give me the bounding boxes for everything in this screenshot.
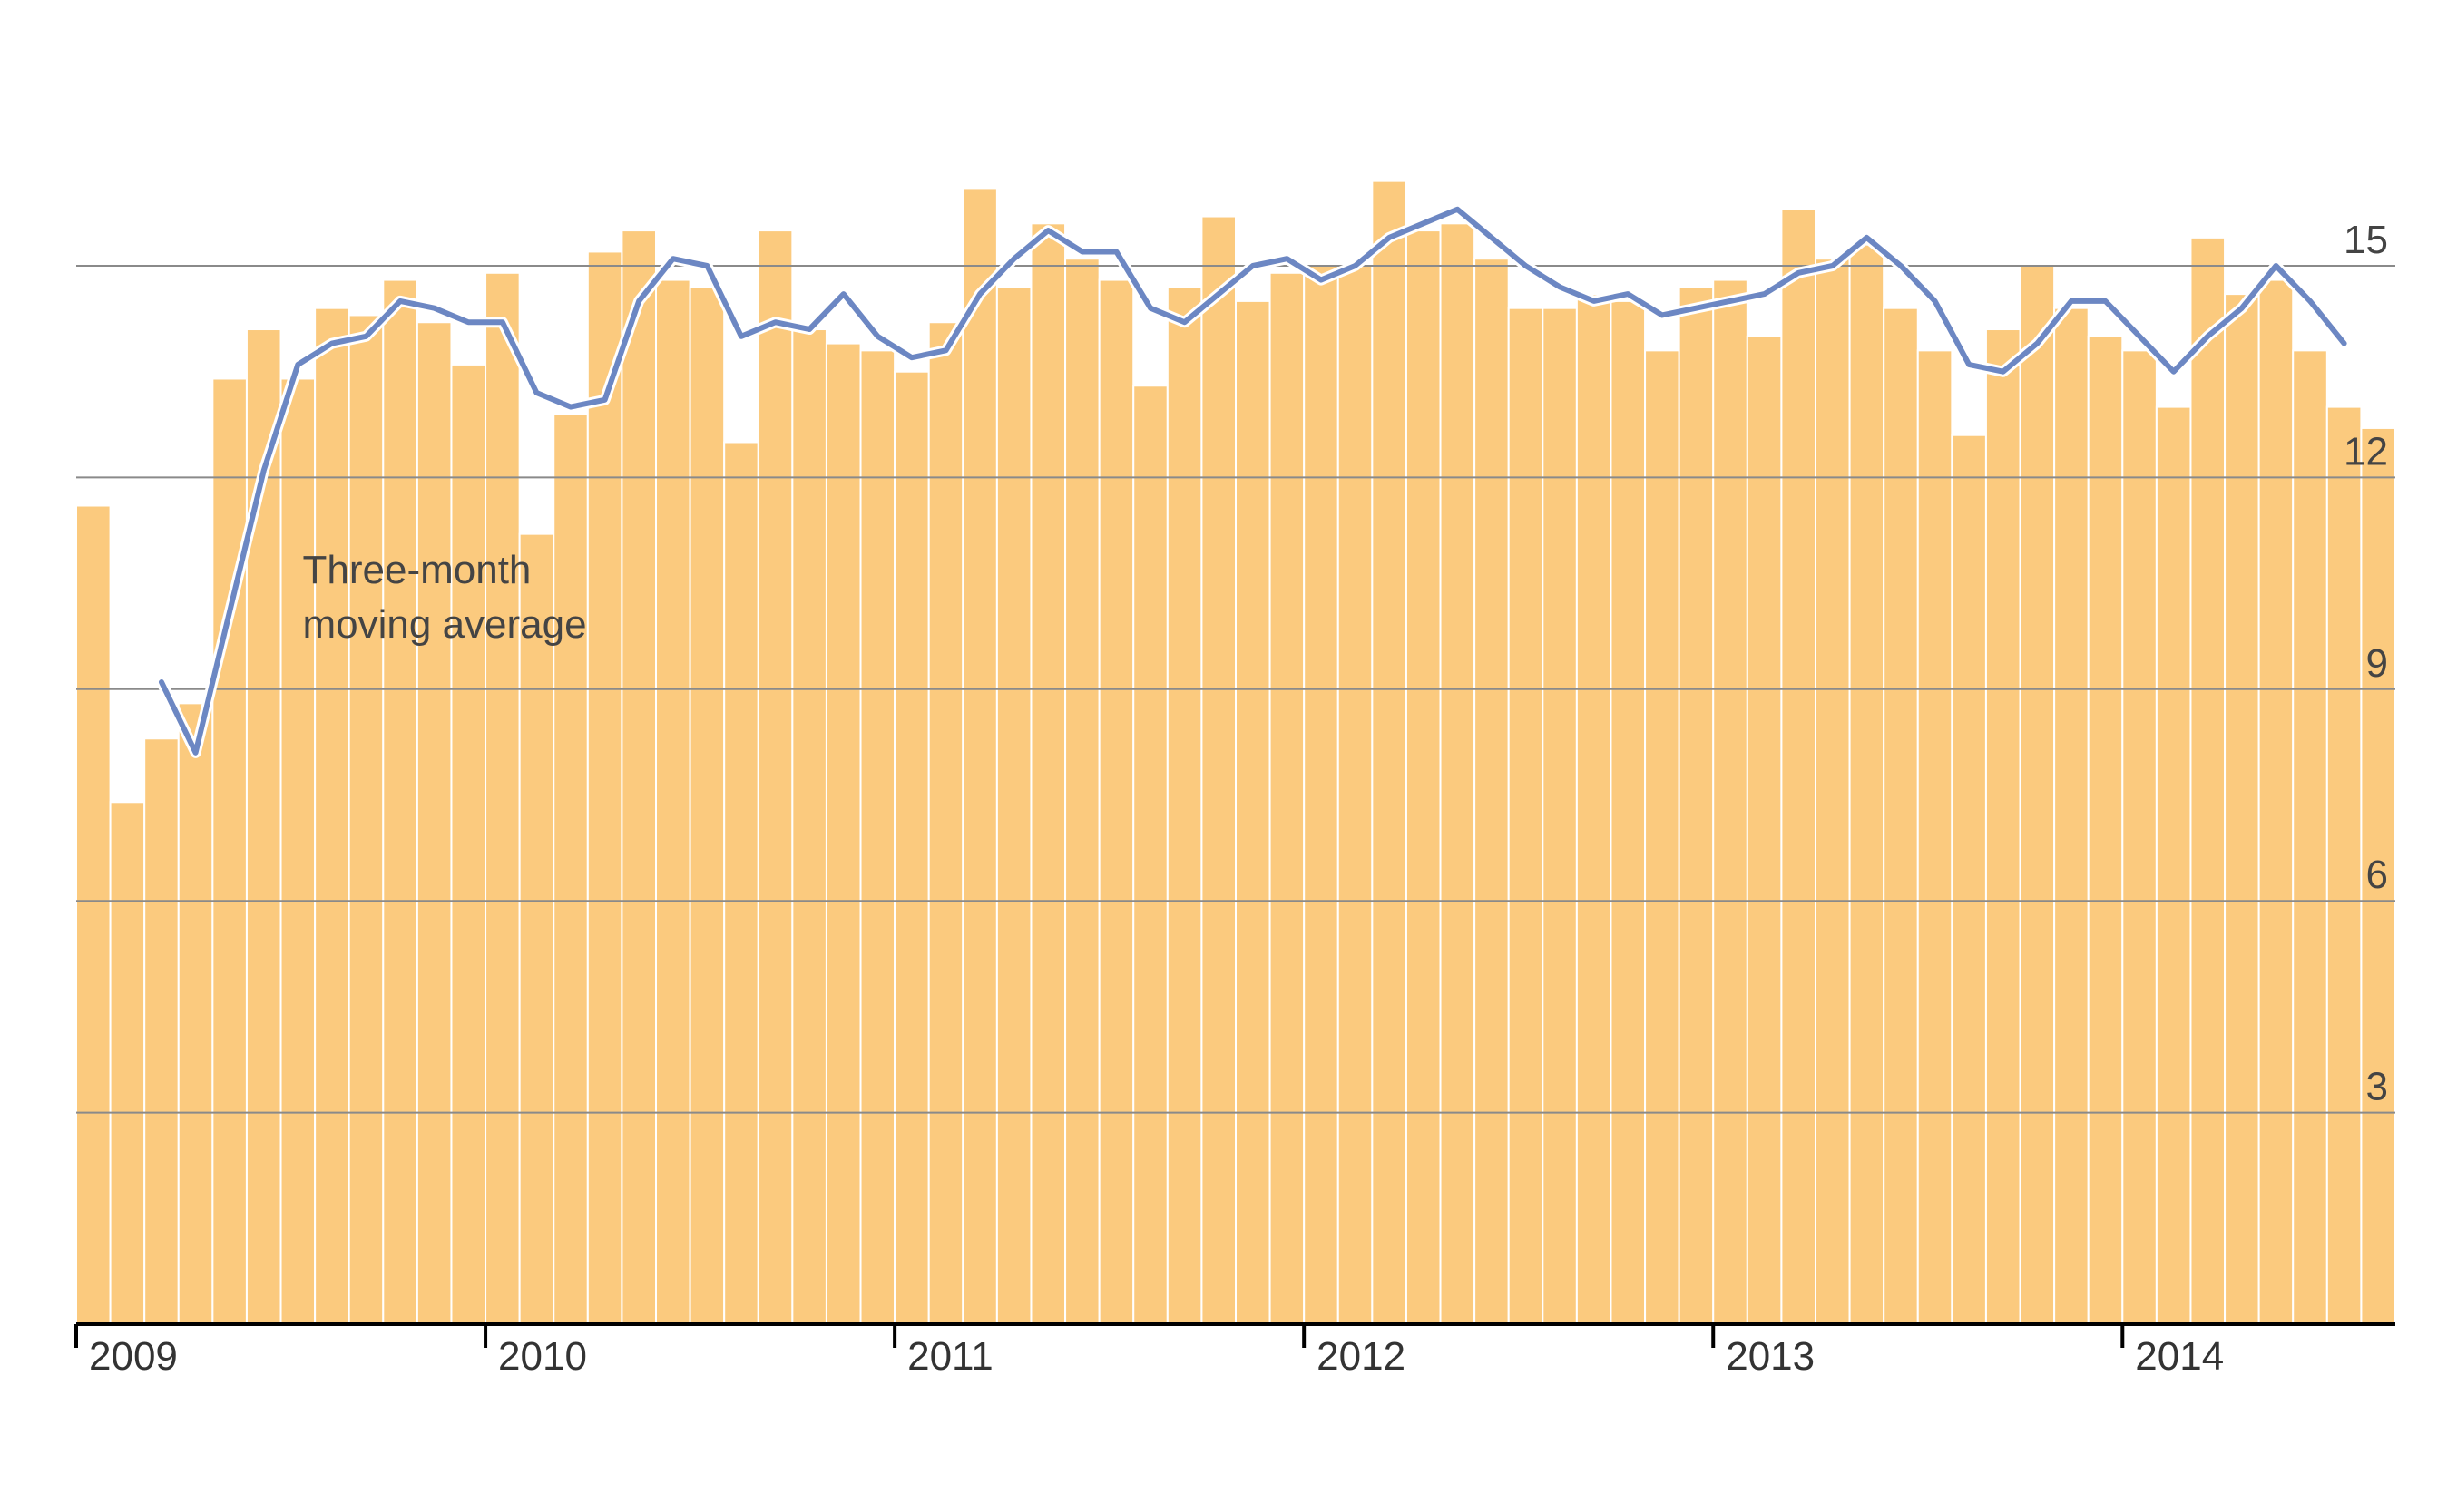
bar-24 bbox=[894, 370, 930, 1326]
bar-49 bbox=[1746, 335, 1783, 1325]
bar-40 bbox=[1439, 222, 1476, 1326]
bar-61 bbox=[2155, 405, 2192, 1326]
bar-29 bbox=[1064, 258, 1101, 1326]
bar-44 bbox=[1575, 293, 1612, 1325]
bar-27 bbox=[995, 286, 1033, 1326]
bar-46 bbox=[1644, 349, 1680, 1325]
bar-32 bbox=[1166, 286, 1203, 1326]
x-tick-label-2011: 2011 bbox=[907, 1334, 994, 1379]
bar-28 bbox=[1030, 222, 1067, 1326]
y-tick-label-9: 9 bbox=[2366, 641, 2388, 686]
bar-39 bbox=[1405, 229, 1442, 1326]
y-tick-labels: 3 6 9 12 15 bbox=[2344, 218, 2388, 1109]
y-tick-label-6: 6 bbox=[2366, 853, 2388, 897]
bar-16 bbox=[621, 229, 657, 1326]
bar-58 bbox=[2053, 307, 2090, 1325]
bars-layer bbox=[75, 180, 2396, 1326]
annotation-line-0: Three-month bbox=[303, 548, 532, 592]
y-tick-label-15: 15 bbox=[2344, 218, 2388, 262]
bar-60 bbox=[2121, 349, 2158, 1325]
bar-64 bbox=[2257, 278, 2295, 1325]
bar-33 bbox=[1200, 215, 1238, 1325]
bar-18 bbox=[689, 286, 726, 1326]
bar-3 bbox=[177, 702, 214, 1325]
bar-4 bbox=[211, 377, 248, 1326]
bar-31 bbox=[1132, 385, 1169, 1325]
bar-41 bbox=[1473, 258, 1510, 1326]
bar-38 bbox=[1371, 180, 1407, 1325]
bar-7 bbox=[314, 307, 350, 1325]
bar-47 bbox=[1678, 286, 1715, 1326]
bar-9 bbox=[382, 278, 418, 1325]
bar-48 bbox=[1712, 278, 1748, 1325]
bar-23 bbox=[859, 349, 896, 1325]
bar-37 bbox=[1336, 265, 1374, 1325]
bar-34 bbox=[1235, 299, 1271, 1325]
bar-8 bbox=[348, 314, 385, 1326]
bar-43 bbox=[1542, 307, 1578, 1325]
bar-12 bbox=[485, 271, 521, 1325]
bar-30 bbox=[1098, 278, 1135, 1325]
bar-26 bbox=[962, 187, 998, 1325]
bar-22 bbox=[825, 342, 862, 1326]
bar-35 bbox=[1268, 271, 1306, 1325]
bar-56 bbox=[1984, 328, 2021, 1325]
bar-14 bbox=[553, 413, 589, 1325]
bar-21 bbox=[791, 328, 827, 1325]
bar-51 bbox=[1815, 258, 1851, 1326]
bar-19 bbox=[723, 441, 759, 1325]
bar-52 bbox=[1848, 243, 1885, 1325]
bar-25 bbox=[927, 321, 964, 1325]
bar-62 bbox=[2189, 236, 2227, 1325]
bar-63 bbox=[2224, 293, 2260, 1325]
bar-0 bbox=[75, 504, 112, 1325]
bar-10 bbox=[416, 321, 453, 1325]
bar-42 bbox=[1507, 307, 1544, 1325]
x-tick-label-2013: 2013 bbox=[1726, 1334, 1815, 1379]
bar-13 bbox=[518, 532, 555, 1325]
annotation-layer: Three-month moving average bbox=[303, 548, 587, 647]
bar-17 bbox=[655, 278, 691, 1325]
bar-67 bbox=[2360, 426, 2396, 1325]
bar-55 bbox=[1951, 434, 1987, 1326]
moving-average-layer bbox=[155, 203, 2350, 758]
annotation-line-1: moving average bbox=[303, 602, 587, 647]
bar-45 bbox=[1610, 299, 1647, 1325]
grid-layer bbox=[76, 265, 2395, 1114]
bar-15 bbox=[586, 250, 623, 1326]
bar-36 bbox=[1303, 265, 1339, 1325]
bar-53 bbox=[1883, 307, 1919, 1325]
y-tick-label-3: 3 bbox=[2366, 1065, 2388, 1109]
x-tick-label-2014: 2014 bbox=[2135, 1334, 2224, 1379]
x-tick-label-2010: 2010 bbox=[498, 1334, 587, 1379]
moving-average-line bbox=[158, 206, 2347, 756]
x-axis: 2009 2010 2011 2012 2013 2014 bbox=[74, 1322, 2395, 1379]
bar-54 bbox=[1916, 349, 1953, 1325]
bar-6 bbox=[279, 377, 317, 1326]
bar-59 bbox=[2087, 335, 2124, 1325]
x-tick-label-2009: 2009 bbox=[89, 1334, 178, 1379]
bar-2 bbox=[143, 737, 180, 1325]
y-tick-label-12: 12 bbox=[2344, 429, 2388, 473]
bar-11 bbox=[450, 363, 487, 1325]
bar-57 bbox=[2019, 265, 2056, 1325]
bar-66 bbox=[2325, 405, 2363, 1326]
bar-1 bbox=[109, 801, 146, 1325]
x-tick-label-2012: 2012 bbox=[1317, 1334, 1405, 1379]
bar-50 bbox=[1780, 208, 1817, 1325]
bar-20 bbox=[757, 229, 794, 1326]
bar-65 bbox=[2292, 349, 2328, 1325]
